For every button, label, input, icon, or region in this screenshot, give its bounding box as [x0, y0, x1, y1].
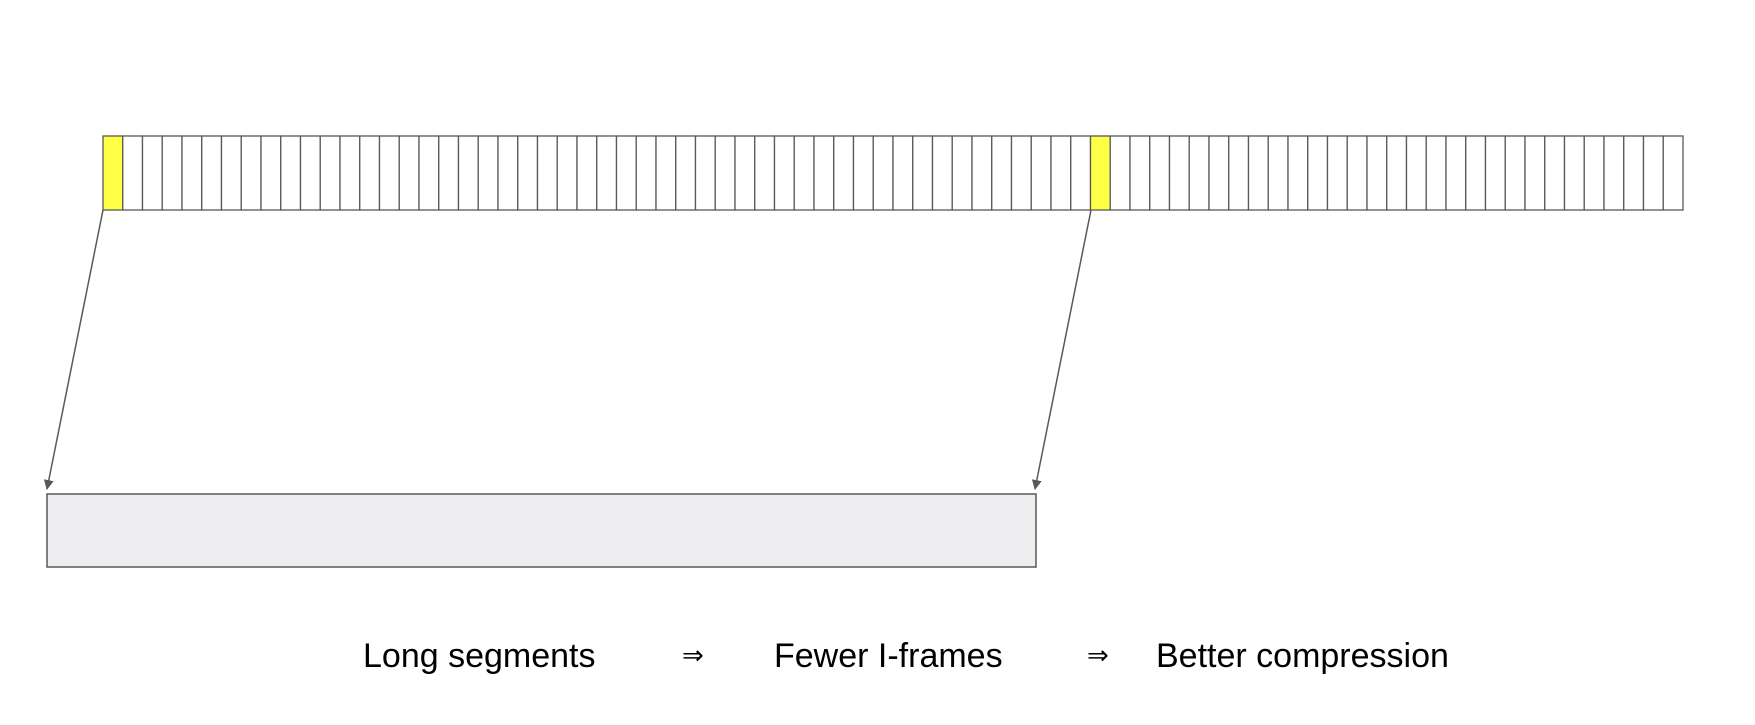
frame-cell [971, 135, 993, 211]
frame-cell [536, 135, 558, 211]
frame-cell [892, 135, 914, 211]
frame-cell [912, 135, 934, 211]
frame-cell [1228, 135, 1250, 211]
frame-cell [1504, 135, 1526, 211]
frame-cell [418, 135, 440, 211]
frame-cell [1386, 135, 1408, 211]
arrows [43, 209, 1092, 490]
caption-fewer-iframes: Fewer I-frames [774, 637, 1003, 675]
frame-cell [793, 135, 815, 211]
frame-cell [655, 135, 677, 211]
keyframe-cell [102, 135, 124, 211]
frame-cell [675, 135, 697, 211]
frame-cell [1603, 135, 1625, 211]
arrow-left [43, 209, 104, 490]
frame-cell [951, 135, 973, 211]
frame-cell [517, 135, 539, 211]
frame-cell [299, 135, 321, 211]
frame-cell [1583, 135, 1605, 211]
frame-cell [872, 135, 894, 211]
frame-cell [1010, 135, 1032, 211]
keyframe-cell [1089, 135, 1111, 211]
segment-box [46, 493, 1037, 568]
frame-cell [754, 135, 776, 211]
frame-cell [161, 135, 183, 211]
frame-cell [339, 135, 361, 211]
frame-cell [141, 135, 163, 211]
frame-cell [1366, 135, 1388, 211]
frame-cell [714, 135, 736, 211]
frame-cell [1109, 135, 1131, 211]
frame-cell [181, 135, 203, 211]
frame-cell [556, 135, 578, 211]
frame-cell [1405, 135, 1427, 211]
frame-cell [813, 135, 835, 211]
frame-cell [122, 135, 144, 211]
frame-cell [201, 135, 223, 211]
frame-cell [931, 135, 953, 211]
caption-arrow-1: ⇒ [682, 641, 704, 671]
frame-cell [457, 135, 479, 211]
frame-cell [1050, 135, 1072, 211]
frame-cell [734, 135, 756, 211]
frame-cell [398, 135, 420, 211]
frame-cell [1346, 135, 1368, 211]
frame-cell [378, 135, 400, 211]
frame-cell [1465, 135, 1487, 211]
frame-cell [220, 135, 242, 211]
arrow-right [1031, 209, 1092, 490]
frame-cell [260, 135, 282, 211]
frame-cell [1623, 135, 1645, 211]
frame-cell [1425, 135, 1447, 211]
frame-cell [359, 135, 381, 211]
frame-cell [991, 135, 1013, 211]
frame-cell [1129, 135, 1151, 211]
frame-cell [615, 135, 637, 211]
frame-cell [1326, 135, 1348, 211]
frame-cell [1662, 135, 1684, 211]
frame-cell [1168, 135, 1190, 211]
frame-strip [102, 135, 1684, 211]
frame-cell [1247, 135, 1269, 211]
frame-cell [1445, 135, 1467, 211]
frame-cell [833, 135, 855, 211]
caption-long-segments: Long segments [363, 637, 596, 675]
frame-cell [1070, 135, 1092, 211]
frame-cell [1287, 135, 1309, 211]
frame-cell [1524, 135, 1546, 211]
frame-cell [497, 135, 519, 211]
frame-cell [635, 135, 657, 211]
caption-arrow-2: ⇒ [1087, 641, 1109, 671]
frame-cell [1030, 135, 1052, 211]
frame-cell [1642, 135, 1664, 211]
frame-cell [1307, 135, 1329, 211]
frame-cell [852, 135, 874, 211]
frame-cell [1267, 135, 1289, 211]
frame-cell [1188, 135, 1210, 211]
frame-cell [694, 135, 716, 211]
frame-cell [773, 135, 795, 211]
caption-better-compression: Better compression [1156, 637, 1449, 675]
frame-cell [240, 135, 262, 211]
frame-cell [1563, 135, 1585, 211]
frame-cell [477, 135, 499, 211]
frame-cell [1544, 135, 1566, 211]
frame-cell [1208, 135, 1230, 211]
frame-cell [576, 135, 598, 211]
frame-cell [438, 135, 460, 211]
frame-cell [1484, 135, 1506, 211]
frame-cell [596, 135, 618, 211]
frame-cell [1149, 135, 1171, 211]
frame-cell [319, 135, 341, 211]
frame-cell [280, 135, 302, 211]
